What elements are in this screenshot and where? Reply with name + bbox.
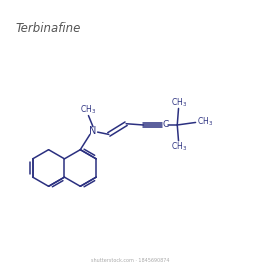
Text: CH$_3$: CH$_3$ bbox=[171, 140, 187, 153]
Text: CH$_3$: CH$_3$ bbox=[197, 115, 213, 128]
Text: shutterstock.com · 1845690874: shutterstock.com · 1845690874 bbox=[91, 258, 169, 263]
Text: C: C bbox=[163, 120, 169, 129]
Text: Terbinafine: Terbinafine bbox=[16, 22, 81, 35]
Text: CH$_3$: CH$_3$ bbox=[171, 96, 187, 109]
Text: CH$_3$: CH$_3$ bbox=[80, 104, 96, 116]
Text: N: N bbox=[89, 126, 97, 136]
